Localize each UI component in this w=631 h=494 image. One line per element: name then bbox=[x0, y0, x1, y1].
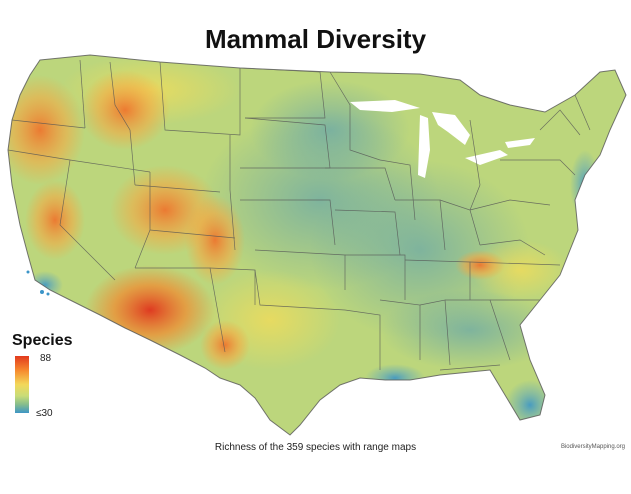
map-title: Mammal Diversity bbox=[204, 24, 427, 54]
state-borders bbox=[7, 54, 627, 436]
map-caption: Richness of the 359 species with range m… bbox=[214, 442, 417, 453]
source-credit: BiodiversityMapping.org bbox=[560, 444, 625, 450]
great-lakes bbox=[350, 100, 535, 178]
legend-max-label: 88 bbox=[40, 353, 52, 364]
legend-min-label: ≤30 bbox=[36, 408, 53, 419]
legend-color-bar bbox=[15, 356, 29, 413]
islands bbox=[26, 270, 50, 296]
legend-title: Species bbox=[12, 332, 73, 349]
